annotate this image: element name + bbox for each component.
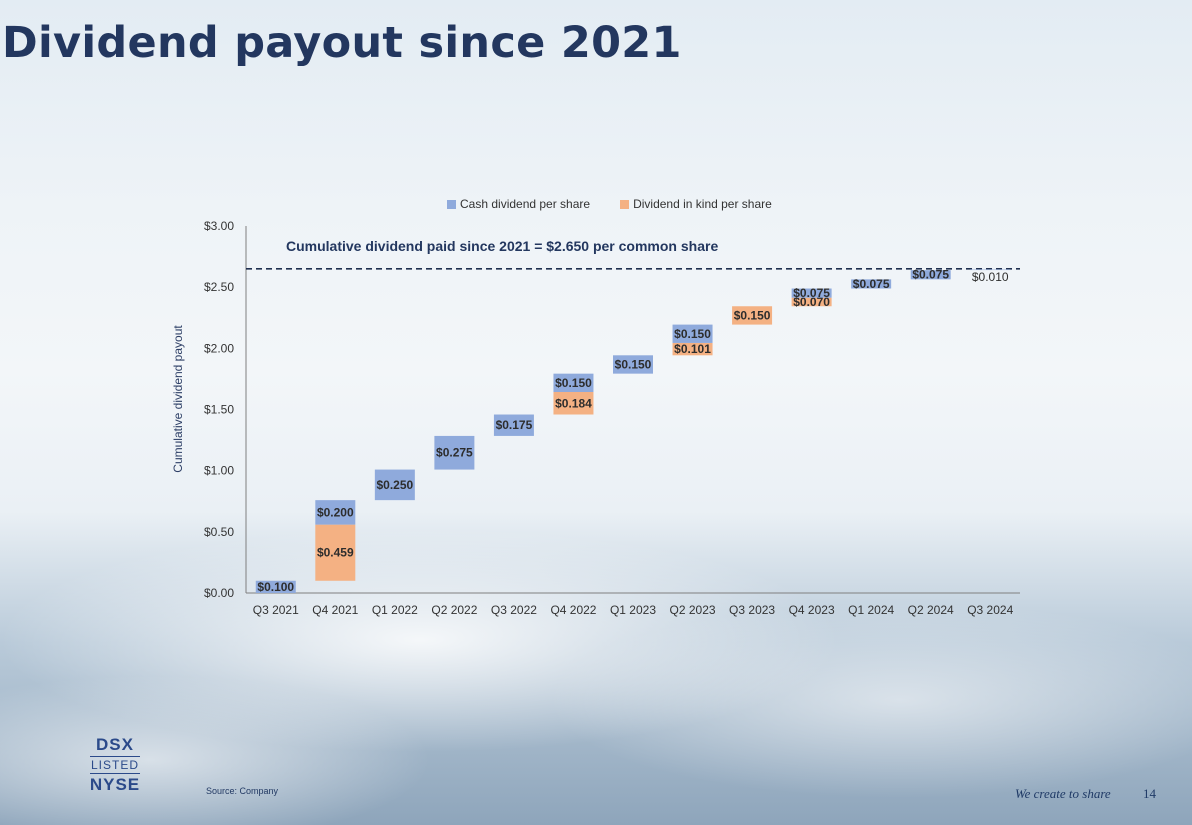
- page-title: Dividend payout since 2021: [2, 18, 682, 68]
- y-tick-label: $2.00: [204, 341, 234, 355]
- inkind-data-label: $0.184: [555, 396, 592, 410]
- cash-bar-segment: [493, 414, 534, 436]
- y-tick-label: $1.50: [204, 403, 234, 417]
- cumulative-annotation: Cumulative dividend paid since 2021 = $2…: [286, 238, 718, 254]
- x-tick-label: Q4 2022: [550, 603, 596, 617]
- cash-data-label: $0.075: [853, 277, 890, 291]
- x-tick-label: Q2 2024: [908, 603, 954, 617]
- x-tick-label: Q2 2022: [431, 603, 477, 617]
- legend-item-inkind: Dividend in kind per share: [620, 197, 772, 211]
- logo-line-listed: LISTED: [90, 756, 140, 774]
- cash-bar-segment: [851, 279, 892, 289]
- logo-line-dsx: DSX: [96, 735, 134, 754]
- cash-data-label: $0.150: [674, 327, 711, 341]
- inkind-bar-segment: [315, 524, 356, 581]
- x-tick-label: Q1 2023: [610, 603, 656, 617]
- y-tick-label: $3.00: [204, 219, 234, 233]
- cash-bar-segment: [791, 288, 832, 298]
- cash-bar-segment: [374, 469, 415, 501]
- cash-data-label: $0.100: [257, 580, 294, 594]
- cash-data-label: $0.150: [555, 376, 592, 390]
- logo-line-nyse: NYSE: [89, 775, 141, 794]
- cash-data-label: $0.075: [793, 286, 830, 300]
- x-tick-label: Q2 2023: [670, 603, 716, 617]
- cash-data-label: $0.075: [912, 268, 949, 282]
- cash-data-label: $0.175: [496, 418, 533, 432]
- legend-label-cash: Cash dividend per share: [460, 197, 591, 211]
- x-tick-label: Q3 2023: [729, 603, 775, 617]
- inkind-data-label: $0.459: [317, 546, 354, 560]
- inkind-bar-segment: [791, 297, 832, 307]
- y-tick-label: $0.50: [204, 525, 234, 539]
- cash-data-label: $0.150: [615, 357, 652, 371]
- cash-bar-segment: [970, 268, 1011, 271]
- inkind-data-label: $0.101: [674, 342, 711, 356]
- cash-bar-segment: [315, 500, 356, 525]
- footer-tagline: We create to share: [1015, 786, 1111, 801]
- cash-bar-segment: [672, 324, 713, 343]
- cash-bar-segment: [613, 355, 653, 374]
- x-tick-label: Q4 2023: [789, 603, 835, 617]
- inkind-bar-segment: [553, 392, 594, 415]
- y-tick-label: $2.50: [204, 280, 234, 294]
- inkind-bar-segment: [732, 306, 773, 325]
- inkind-data-label: $0.070: [793, 295, 830, 309]
- source-note: Source: Company: [206, 786, 279, 796]
- cash-data-label: $0.010: [972, 270, 1009, 284]
- legend-swatch-inkind: [620, 199, 630, 209]
- cash-data-label: $0.200: [317, 505, 354, 519]
- inkind-data-label: $0.150: [734, 308, 771, 322]
- cash-bar-segment: [910, 270, 951, 280]
- x-tick-label: Q4 2021: [312, 603, 358, 617]
- x-tick-label: Q3 2021: [253, 603, 299, 617]
- chart-legend: Cash dividend per share Dividend in kind…: [447, 197, 772, 211]
- y-tick-label: $1.00: [204, 464, 234, 478]
- page-number: 14: [1143, 786, 1156, 801]
- inkind-bar-segment: [672, 342, 713, 356]
- x-tick-label: Q3 2022: [491, 603, 537, 617]
- cash-bar-segment: [255, 580, 296, 593]
- y-axis-label: Cumulative dividend payout: [171, 325, 185, 473]
- x-tick-label: Q3 2024: [967, 603, 1013, 617]
- cash-bar-segment: [434, 435, 475, 470]
- cash-data-label: $0.275: [436, 446, 473, 460]
- x-tick-label: Q1 2022: [372, 603, 418, 617]
- x-tick-label: Q1 2024: [848, 603, 894, 617]
- legend-label-inkind: Dividend in kind per share: [633, 197, 772, 211]
- y-tick-label: $0.00: [204, 586, 234, 600]
- cash-bar-segment: [553, 373, 594, 393]
- dsx-nyse-logo: DSX LISTED NYSE: [86, 735, 144, 795]
- cash-data-label: $0.250: [376, 478, 413, 492]
- legend-item-cash: Cash dividend per share: [447, 197, 590, 211]
- legend-swatch-cash: [447, 199, 456, 209]
